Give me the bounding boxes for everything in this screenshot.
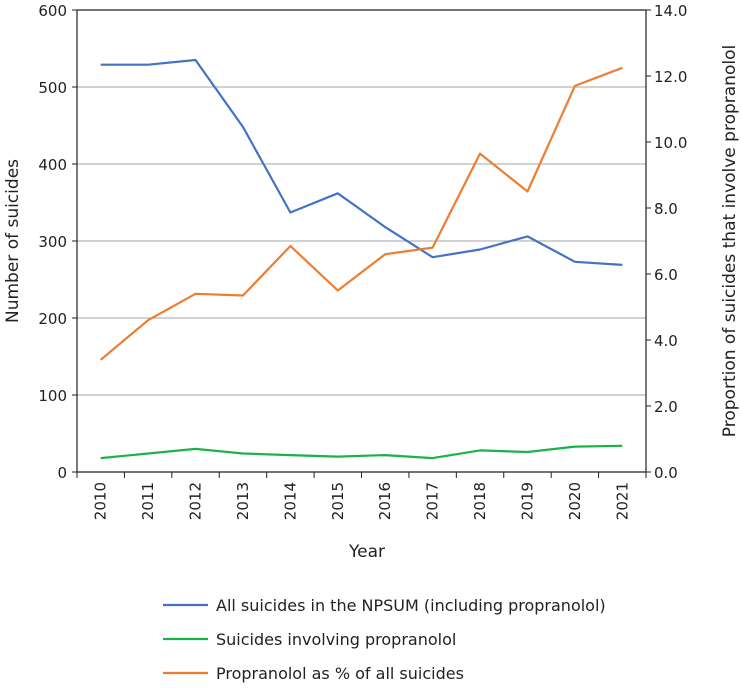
left-axis-ticks: 0 100 200 300 400 500 600 [38, 2, 77, 482]
series-line-2 [100, 444, 623, 460]
y-left-tick-label: 100 [38, 387, 67, 405]
x-tick-label: 2015 [329, 482, 347, 520]
y-right-tick-label: 6.0 [654, 266, 678, 284]
y-left-tick-label: 200 [38, 310, 67, 328]
y-right-tick-label: 0.0 [654, 464, 678, 482]
y-axis-right-title: Proportion of suicides that involve prop… [720, 45, 740, 437]
series-line-1 [100, 58, 623, 266]
x-axis-title: Year [348, 542, 385, 562]
series-lines [99, 58, 623, 460]
legend-label: Suicides involving propranolol [216, 630, 456, 649]
legend: All suicides in the NPSUM (including pro… [163, 596, 606, 683]
x-tick-label: 2013 [234, 482, 252, 520]
y-left-tick-label: 600 [38, 2, 67, 20]
x-tick-label: 2018 [471, 482, 489, 520]
x-tick-label: 2011 [139, 482, 157, 520]
series-line-3 [99, 66, 623, 361]
y-left-tick-label: 300 [38, 233, 67, 251]
x-tick-label: 2020 [566, 482, 584, 520]
x-axis-ticks: 2010 2011 2012 2013 2014 2015 2016 2017 2018 2019… [76, 472, 647, 520]
gridlines [77, 86, 646, 396]
y-right-tick-label: 8.0 [654, 200, 678, 218]
y-right-tick-label: 12.0 [654, 68, 687, 86]
y-right-tick-label: 4.0 [654, 332, 678, 350]
y-right-tick-label: 14.0 [654, 2, 687, 20]
x-tick-label: 2014 [281, 482, 299, 520]
y-left-tick-label: 400 [38, 156, 67, 174]
x-tick-label: 2021 [613, 482, 631, 520]
y-right-tick-label: 10.0 [654, 134, 687, 152]
x-tick-label: 2012 [187, 482, 205, 520]
y-right-tick-label: 2.0 [654, 398, 678, 416]
x-tick-label: 2019 [518, 482, 536, 520]
x-tick-label: 2016 [376, 482, 394, 520]
y-left-tick-label: 0 [57, 464, 67, 482]
y-axis-left-title: Number of suicides [3, 159, 23, 323]
legend-label: Propranolol as % of all suicides [216, 664, 464, 683]
x-tick-label: 2010 [92, 482, 110, 520]
legend-label: All suicides in the NPSUM (including pro… [216, 596, 606, 615]
y-left-tick-label: 500 [38, 79, 67, 97]
x-tick-label: 2017 [424, 482, 442, 520]
right-axis-ticks: 0.0 2.0 4.0 6.0 8.0 10.0 12.0 14.0 [646, 2, 687, 482]
